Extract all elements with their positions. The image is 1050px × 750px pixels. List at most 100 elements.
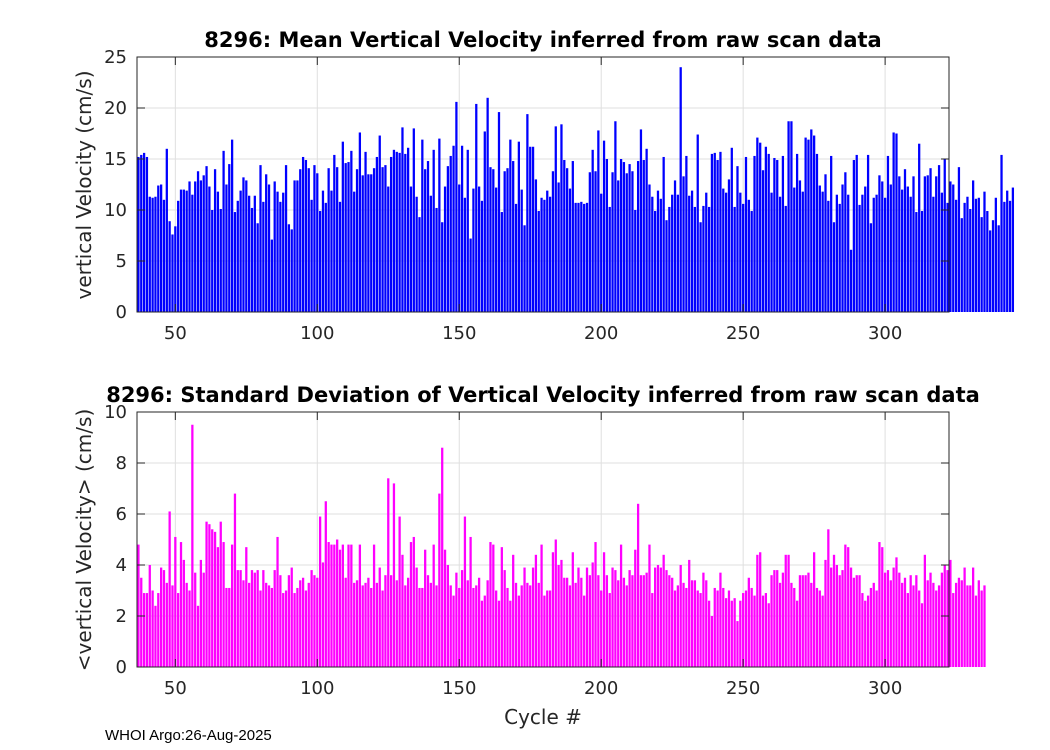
y-tick-label: 8 [116, 453, 127, 474]
y-tick-label: 2 [116, 606, 127, 627]
bar [350, 544, 353, 667]
bar [875, 590, 878, 667]
bar [920, 211, 924, 312]
bar [196, 171, 200, 312]
bar [554, 539, 557, 667]
bar [174, 226, 177, 312]
bar [622, 162, 626, 312]
bar [404, 585, 407, 667]
bar [600, 590, 603, 667]
bar [415, 196, 418, 312]
bar [267, 184, 271, 312]
bar [284, 590, 288, 667]
bar [426, 161, 430, 312]
y-tick-label: 10 [104, 200, 127, 221]
bar [972, 567, 975, 667]
bar [770, 575, 773, 667]
bar [710, 153, 714, 312]
bar [497, 600, 501, 667]
bar [693, 580, 697, 667]
bar [918, 590, 921, 667]
bar [597, 130, 600, 312]
bar [299, 580, 302, 667]
bar [690, 190, 694, 312]
bar [926, 580, 929, 667]
bar [977, 580, 980, 667]
bar [333, 154, 336, 312]
bar [952, 184, 955, 312]
bar [756, 137, 759, 312]
bar [696, 590, 699, 667]
bar [304, 590, 308, 667]
bar [617, 580, 620, 667]
bar [375, 156, 379, 312]
bar [341, 141, 344, 312]
bar [798, 575, 802, 667]
bar [622, 577, 626, 667]
bar [935, 176, 938, 312]
bar [954, 199, 958, 312]
bar [191, 194, 194, 312]
bar [574, 202, 577, 312]
bar [489, 167, 492, 312]
bar [983, 191, 986, 312]
bar [821, 595, 824, 667]
bar [259, 165, 262, 312]
bar [923, 554, 926, 667]
bar [835, 565, 838, 667]
bar [1008, 200, 1012, 312]
bar [983, 585, 986, 667]
bar [852, 160, 856, 312]
bar [560, 124, 563, 312]
bar [923, 176, 926, 312]
bar [350, 150, 353, 312]
bar [151, 590, 154, 667]
bar [358, 132, 362, 312]
bar [722, 587, 725, 667]
x-tick-label: 50 [164, 678, 187, 699]
bar [395, 580, 398, 667]
bar [918, 143, 921, 312]
bar [205, 521, 208, 667]
bar [937, 165, 941, 312]
bar [503, 570, 506, 667]
bar [705, 192, 708, 312]
bar [370, 174, 373, 312]
bar [429, 195, 432, 312]
bar [372, 168, 376, 312]
y-tick-label: 15 [104, 149, 127, 170]
bar [296, 587, 299, 667]
bar [148, 565, 151, 667]
bar [994, 197, 997, 312]
bar [654, 211, 657, 312]
bar [577, 567, 580, 667]
bar [679, 565, 682, 667]
bar [520, 189, 523, 312]
bar [625, 585, 628, 667]
bar [324, 501, 327, 667]
bar [531, 567, 535, 667]
bar [651, 593, 654, 667]
bar [605, 159, 609, 312]
bar [713, 587, 716, 667]
bar [838, 203, 841, 312]
bar [844, 544, 847, 667]
bar [798, 180, 802, 312]
bar [142, 152, 146, 312]
bar [364, 151, 367, 312]
bar [699, 593, 702, 667]
bar [639, 129, 643, 312]
bar [438, 138, 441, 312]
bar [710, 616, 714, 667]
bar [764, 146, 768, 312]
bar [225, 184, 228, 312]
bar [483, 131, 486, 312]
bar [526, 582, 529, 667]
bar [344, 577, 347, 667]
bar [497, 112, 501, 312]
bar [284, 165, 288, 312]
bar [804, 137, 807, 312]
y-tick-label: 6 [116, 504, 127, 525]
bar [191, 424, 194, 667]
bar [761, 170, 765, 312]
